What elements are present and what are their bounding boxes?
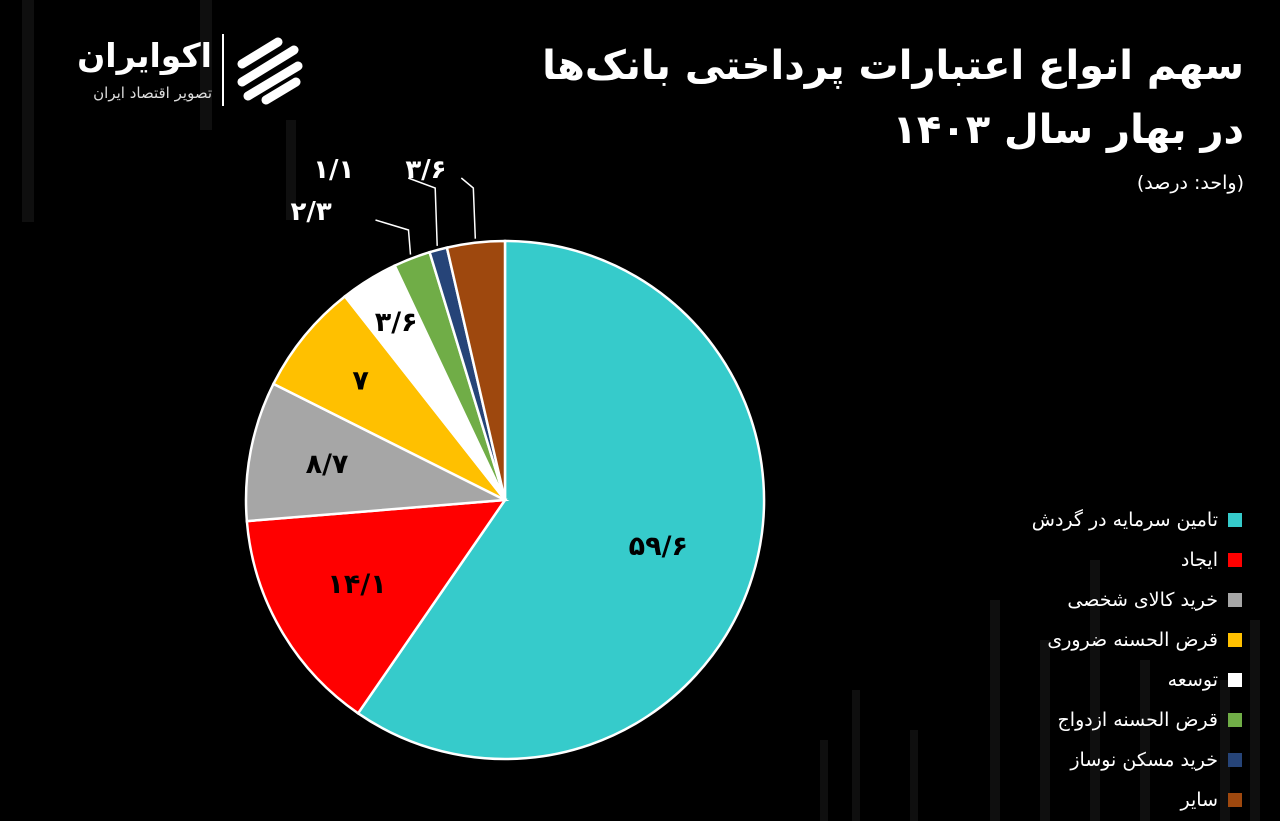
legend-item-خرید-مسکن-نوساز: خرید مسکن نوساز	[1032, 740, 1242, 780]
legend-swatch	[1228, 713, 1242, 727]
brand-tagline: تصویر اقتصاد ایران	[93, 84, 212, 102]
logo-divider	[222, 34, 224, 106]
data-label-قرض-الحسنه-ازدواج: ۲/۳	[290, 197, 331, 227]
legend-label: قرض الحسنه ضروری	[1047, 629, 1218, 651]
pie-slice-ایجاد	[245, 498, 508, 716]
legend-item-قرض-الحسنه-ازدواج: قرض الحسنه ازدواج	[1032, 700, 1242, 740]
chart-legend: تامین سرمایه در گردش ایجاد خرید کالای شخصی…	[1032, 500, 1242, 820]
legend-swatch	[1228, 753, 1242, 767]
legend-label: سایر	[1180, 789, 1218, 811]
data-label-توسعه: ۳/۶	[375, 307, 418, 338]
brand-mark-icon	[237, 37, 303, 105]
brand-logo: اکوایران تصویر اقتصاد ایران	[52, 34, 312, 114]
legend-label: ایجاد	[1180, 549, 1218, 571]
data-label-خرید-کالای-شخصی: ۸/۷	[306, 449, 349, 480]
legend-swatch	[1228, 593, 1242, 607]
legend-item-توسعه: توسعه	[1032, 660, 1242, 700]
data-label-تامین-سرمایه-در-گردش: ۵۹/۶	[629, 531, 688, 562]
pie-slice-تامین-سرمایه-در-گردش	[356, 239, 766, 761]
legend-swatch	[1228, 633, 1242, 647]
legend-item-ایجاد: ایجاد	[1032, 540, 1242, 580]
legend-swatch	[1228, 793, 1242, 807]
chart-title-line2: در بهار سال ۱۴۰۳	[892, 107, 1244, 153]
data-label-خرید-مسکن-نوساز: ۱/۱	[313, 155, 354, 185]
brand-name: اکوایران	[77, 36, 212, 75]
legend-label: خرید کالای شخصی	[1067, 589, 1218, 611]
data-label-قرض-الحسنه-ضروری: ۷	[352, 366, 369, 397]
chart-unit: (واحد: درصد)	[1136, 172, 1244, 194]
legend-swatch	[1228, 553, 1242, 567]
legend-swatch	[1228, 673, 1242, 687]
pie-slice-سایر	[445, 239, 507, 501]
data-label-سایر: ۳/۶	[405, 155, 446, 185]
chart-header: سهم انواع اعتبارات پرداختی بانک‌ها در به…	[542, 34, 1244, 194]
chart-title-line1: سهم انواع اعتبارات پرداختی بانک‌ها	[542, 43, 1244, 89]
leader-line-سایر	[460, 177, 477, 239]
legend-item-خرید-کالای-شخصی: خرید کالای شخصی	[1032, 580, 1242, 620]
legend-label: توسعه	[1167, 669, 1218, 691]
pie-slice-خرید-کالای-شخصی	[244, 382, 510, 523]
legend-item-قرض-الحسنه-ضروری: قرض الحسنه ضروری	[1032, 620, 1242, 660]
legend-label: خرید مسکن نوساز	[1070, 749, 1218, 771]
leader-line-قرض-الحسنه-ازدواج	[375, 219, 412, 255]
legend-item-سایر: سایر	[1032, 780, 1242, 820]
leader-line-خرید-مسکن-نوساز	[407, 177, 438, 246]
legend-item-تامین-سرمایه-در-گردش: تامین سرمایه در گردش	[1032, 500, 1242, 540]
pie-slice-قرض-الحسنه-ضروری	[271, 294, 506, 502]
legend-label: قرض الحسنه ازدواج	[1057, 709, 1218, 731]
legend-label: تامین سرمایه در گردش	[1031, 509, 1218, 531]
legend-swatch	[1228, 513, 1242, 527]
data-label-ایجاد: ۱۴/۱	[327, 569, 386, 600]
